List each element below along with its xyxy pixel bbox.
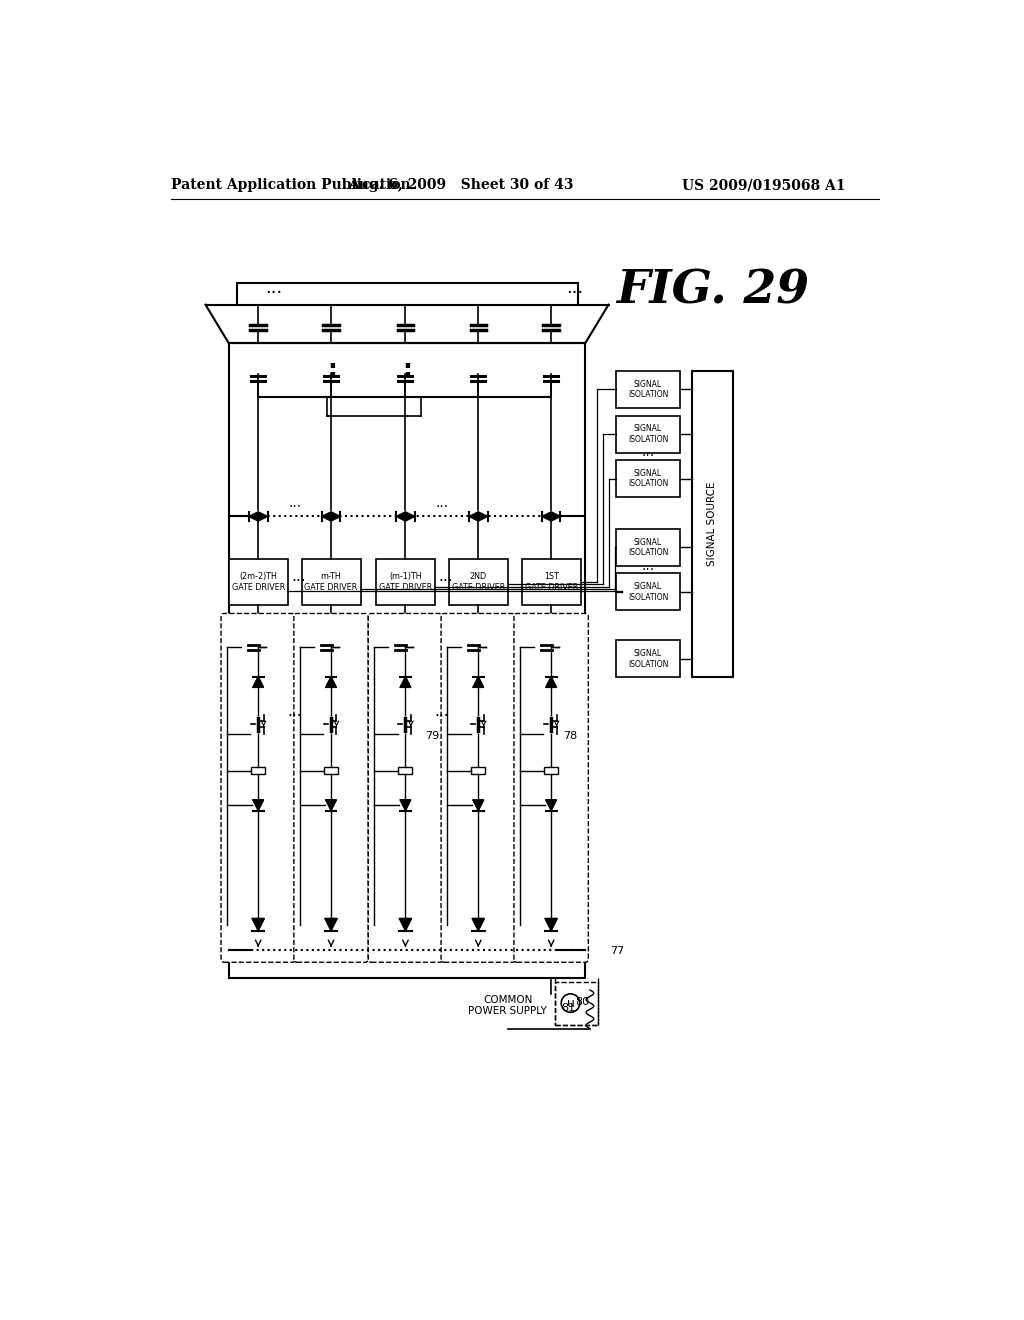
Bar (521, 558, 581, 605)
Bar (555, 982, 598, 1024)
Polygon shape (542, 512, 551, 521)
FancyBboxPatch shape (369, 614, 442, 962)
Text: COMMON
POWER SUPPLY: COMMON POWER SUPPLY (468, 994, 547, 1016)
Polygon shape (322, 512, 331, 521)
Bar (398, 767, 413, 774)
Text: :: : (402, 358, 412, 383)
Polygon shape (472, 919, 484, 931)
Polygon shape (396, 512, 406, 521)
Text: ···: ··· (265, 284, 283, 302)
Polygon shape (400, 677, 411, 688)
FancyBboxPatch shape (514, 614, 589, 962)
Text: ···: ··· (291, 574, 306, 590)
Bar (544, 767, 558, 774)
Text: SIGNAL
ISOLATION: SIGNAL ISOLATION (628, 424, 669, 444)
FancyBboxPatch shape (294, 614, 369, 962)
Polygon shape (478, 512, 487, 521)
Bar (692, 371, 732, 677)
Polygon shape (253, 677, 263, 688)
Text: SIGNAL SOURCE: SIGNAL SOURCE (708, 482, 718, 566)
Polygon shape (551, 512, 560, 521)
Bar (616, 416, 680, 453)
Polygon shape (400, 800, 411, 810)
Text: ···: ··· (641, 449, 654, 463)
Text: Aug. 6, 2009   Sheet 30 of 43: Aug. 6, 2009 Sheet 30 of 43 (348, 178, 574, 193)
Text: ···: ··· (434, 709, 450, 725)
Text: 81: 81 (561, 1003, 575, 1012)
Bar (449, 558, 508, 605)
Bar (228, 558, 288, 605)
Text: ···: ··· (566, 284, 583, 302)
Text: SIGNAL
ISOLATION: SIGNAL ISOLATION (628, 380, 669, 399)
Polygon shape (399, 919, 412, 931)
Polygon shape (406, 512, 415, 521)
Text: 79: 79 (425, 731, 439, 741)
Text: 80: 80 (575, 997, 589, 1007)
Polygon shape (473, 677, 483, 688)
Polygon shape (546, 800, 557, 810)
Text: u: u (566, 997, 574, 1010)
Bar (616, 371, 680, 408)
Text: (2m-2)TH
GATE DRIVER: (2m-2)TH GATE DRIVER (231, 572, 285, 591)
Polygon shape (546, 677, 557, 688)
Text: :: : (328, 358, 338, 383)
Text: US 2009/0195068 A1: US 2009/0195068 A1 (682, 178, 845, 193)
Bar (616, 640, 680, 677)
Text: m-TH
GATE DRIVER: m-TH GATE DRIVER (304, 572, 357, 591)
Bar (376, 558, 435, 605)
Text: SIGNAL
ISOLATION: SIGNAL ISOLATION (628, 469, 669, 488)
Text: 78: 78 (563, 731, 578, 741)
Polygon shape (325, 919, 337, 931)
Polygon shape (326, 800, 337, 810)
Text: ···: ··· (288, 500, 301, 515)
Text: ···: ··· (435, 500, 449, 515)
Text: SIGNAL
ISOLATION: SIGNAL ISOLATION (628, 649, 669, 669)
Bar (228, 343, 586, 978)
Bar (616, 573, 680, 610)
FancyBboxPatch shape (221, 614, 295, 962)
Bar (616, 529, 680, 566)
Text: 77: 77 (610, 946, 625, 957)
Polygon shape (258, 512, 267, 521)
Text: Patent Application Publication: Patent Application Publication (171, 178, 411, 193)
Bar (302, 558, 360, 605)
Bar (471, 767, 485, 774)
Text: ···: ··· (641, 562, 654, 577)
Polygon shape (249, 512, 258, 521)
Text: SIGNAL
ISOLATION: SIGNAL ISOLATION (628, 582, 669, 602)
Polygon shape (545, 919, 557, 931)
Text: FIG. 29: FIG. 29 (616, 268, 810, 314)
FancyBboxPatch shape (441, 614, 515, 962)
Text: 1ST
GATE DRIVER: 1ST GATE DRIVER (524, 572, 578, 591)
Text: (m-1)TH
GATE DRIVER: (m-1)TH GATE DRIVER (379, 572, 432, 591)
Polygon shape (253, 800, 263, 810)
Polygon shape (473, 800, 483, 810)
Text: ···: ··· (438, 574, 453, 590)
Text: ···: ··· (288, 709, 302, 725)
Polygon shape (252, 919, 264, 931)
Bar (251, 767, 265, 774)
Polygon shape (469, 512, 478, 521)
Bar (616, 461, 680, 498)
Text: SIGNAL
ISOLATION: SIGNAL ISOLATION (628, 537, 669, 557)
Polygon shape (331, 512, 340, 521)
Bar (324, 767, 338, 774)
Polygon shape (326, 677, 337, 688)
Text: 2ND
GATE DRIVER: 2ND GATE DRIVER (452, 572, 505, 591)
